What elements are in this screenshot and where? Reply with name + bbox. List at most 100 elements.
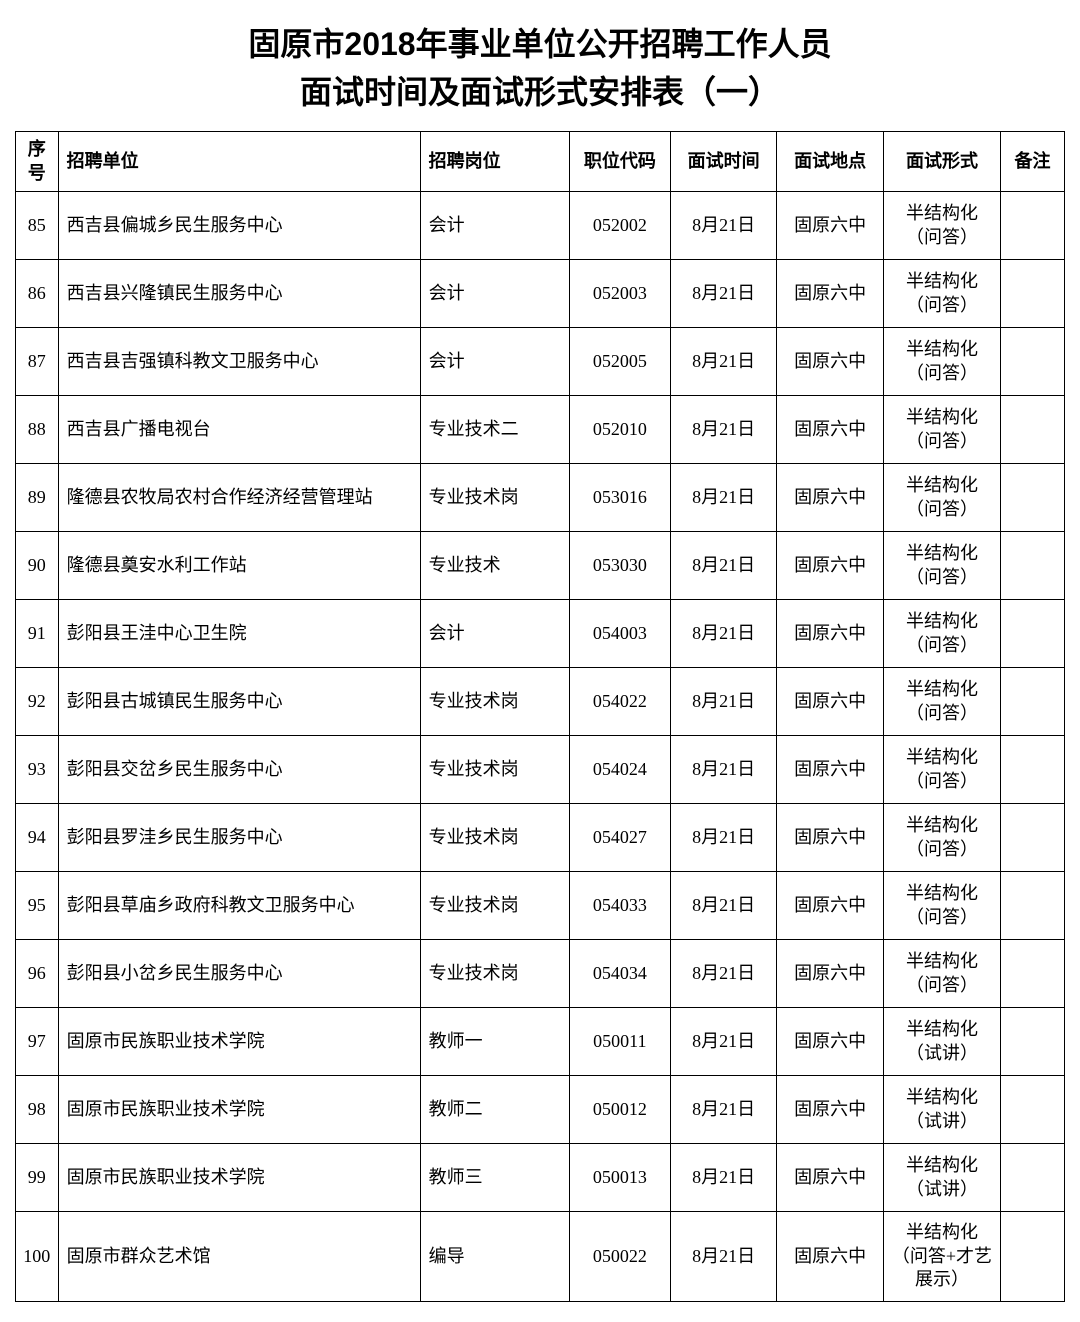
cell-code: 050022 (569, 1212, 670, 1302)
cell-remark (1001, 804, 1065, 872)
cell-time: 8月21日 (670, 600, 776, 668)
cell-seq: 95 (16, 872, 59, 940)
cell-position: 教师二 (420, 1076, 569, 1144)
cell-format: 半结构化（试讲） (883, 1144, 1000, 1212)
table-row: 97固原市民族职业技术学院教师一0500118月21日固原六中半结构化（试讲） (16, 1008, 1065, 1076)
cell-unit: 彭阳县小岔乡民生服务中心 (58, 940, 420, 1008)
cell-unit: 西吉县兴隆镇民生服务中心 (58, 260, 420, 328)
cell-position: 专业技术岗 (420, 872, 569, 940)
cell-position: 教师三 (420, 1144, 569, 1212)
cell-remark (1001, 1076, 1065, 1144)
cell-code: 052010 (569, 396, 670, 464)
cell-format: 半结构化（问答） (883, 736, 1000, 804)
cell-format: 半结构化（问答） (883, 328, 1000, 396)
cell-seq: 90 (16, 532, 59, 600)
schedule-table: 序号 招聘单位 招聘岗位 职位代码 面试时间 面试地点 面试形式 备注 85西吉… (15, 131, 1065, 1302)
cell-unit: 彭阳县古城镇民生服务中心 (58, 668, 420, 736)
table-row: 100固原市群众艺术馆编导0500228月21日固原六中半结构化（问答+才艺展示… (16, 1212, 1065, 1302)
cell-time: 8月21日 (670, 192, 776, 260)
cell-position: 会计 (420, 328, 569, 396)
cell-code: 050012 (569, 1076, 670, 1144)
cell-seq: 93 (16, 736, 59, 804)
cell-location: 固原六中 (777, 260, 883, 328)
table-row: 94彭阳县罗洼乡民生服务中心专业技术岗0540278月21日固原六中半结构化（问… (16, 804, 1065, 872)
table-row: 85西吉县偏城乡民生服务中心会计0520028月21日固原六中半结构化（问答） (16, 192, 1065, 260)
cell-position: 会计 (420, 600, 569, 668)
table-row: 96彭阳县小岔乡民生服务中心专业技术岗0540348月21日固原六中半结构化（问… (16, 940, 1065, 1008)
table-row: 92彭阳县古城镇民生服务中心专业技术岗0540228月21日固原六中半结构化（问… (16, 668, 1065, 736)
table-header-row: 序号 招聘单位 招聘岗位 职位代码 面试时间 面试地点 面试形式 备注 (16, 132, 1065, 192)
table-row: 87西吉县吉强镇科教文卫服务中心会计0520058月21日固原六中半结构化（问答… (16, 328, 1065, 396)
cell-seq: 91 (16, 600, 59, 668)
title-line-1: 固原市2018年事业单位公开招聘工作人员 (15, 20, 1065, 68)
cell-location: 固原六中 (777, 940, 883, 1008)
cell-code: 054034 (569, 940, 670, 1008)
cell-seq: 88 (16, 396, 59, 464)
cell-unit: 西吉县偏城乡民生服务中心 (58, 192, 420, 260)
cell-seq: 87 (16, 328, 59, 396)
cell-position: 专业技术 (420, 532, 569, 600)
cell-location: 固原六中 (777, 1008, 883, 1076)
cell-time: 8月21日 (670, 1144, 776, 1212)
cell-code: 053030 (569, 532, 670, 600)
cell-time: 8月21日 (670, 532, 776, 600)
cell-time: 8月21日 (670, 464, 776, 532)
cell-unit: 彭阳县草庙乡政府科教文卫服务中心 (58, 872, 420, 940)
cell-code: 054027 (569, 804, 670, 872)
cell-remark (1001, 872, 1065, 940)
cell-format: 半结构化（问答） (883, 600, 1000, 668)
header-code: 职位代码 (569, 132, 670, 192)
cell-location: 固原六中 (777, 464, 883, 532)
cell-remark (1001, 940, 1065, 1008)
cell-position: 专业技术岗 (420, 464, 569, 532)
cell-location: 固原六中 (777, 1076, 883, 1144)
cell-code: 050011 (569, 1008, 670, 1076)
cell-remark (1001, 532, 1065, 600)
cell-time: 8月21日 (670, 872, 776, 940)
cell-remark (1001, 396, 1065, 464)
cell-seq: 92 (16, 668, 59, 736)
cell-code: 052005 (569, 328, 670, 396)
cell-remark (1001, 736, 1065, 804)
cell-unit: 固原市民族职业技术学院 (58, 1008, 420, 1076)
cell-location: 固原六中 (777, 396, 883, 464)
cell-position: 编导 (420, 1212, 569, 1302)
cell-code: 054022 (569, 668, 670, 736)
cell-format: 半结构化（问答） (883, 872, 1000, 940)
cell-location: 固原六中 (777, 872, 883, 940)
cell-location: 固原六中 (777, 328, 883, 396)
cell-unit: 彭阳县交岔乡民生服务中心 (58, 736, 420, 804)
cell-code: 054003 (569, 600, 670, 668)
header-location: 面试地点 (777, 132, 883, 192)
cell-position: 专业技术岗 (420, 940, 569, 1008)
cell-seq: 94 (16, 804, 59, 872)
cell-location: 固原六中 (777, 1144, 883, 1212)
table-body: 85西吉县偏城乡民生服务中心会计0520028月21日固原六中半结构化（问答）8… (16, 192, 1065, 1302)
cell-format: 半结构化（问答+才艺展示） (883, 1212, 1000, 1302)
cell-code: 052003 (569, 260, 670, 328)
table-row: 99固原市民族职业技术学院教师三0500138月21日固原六中半结构化（试讲） (16, 1144, 1065, 1212)
cell-time: 8月21日 (670, 1212, 776, 1302)
cell-code: 050013 (569, 1144, 670, 1212)
cell-time: 8月21日 (670, 668, 776, 736)
cell-unit: 固原市民族职业技术学院 (58, 1076, 420, 1144)
cell-format: 半结构化（问答） (883, 192, 1000, 260)
cell-remark (1001, 1008, 1065, 1076)
cell-time: 8月21日 (670, 260, 776, 328)
header-remark: 备注 (1001, 132, 1065, 192)
cell-code: 053016 (569, 464, 670, 532)
cell-remark (1001, 328, 1065, 396)
cell-code: 054033 (569, 872, 670, 940)
cell-seq: 99 (16, 1144, 59, 1212)
table-row: 86西吉县兴隆镇民生服务中心会计0520038月21日固原六中半结构化（问答） (16, 260, 1065, 328)
cell-time: 8月21日 (670, 1008, 776, 1076)
cell-seq: 97 (16, 1008, 59, 1076)
cell-seq: 89 (16, 464, 59, 532)
cell-remark (1001, 1212, 1065, 1302)
cell-position: 专业技术岗 (420, 804, 569, 872)
cell-location: 固原六中 (777, 804, 883, 872)
header-time: 面试时间 (670, 132, 776, 192)
cell-seq: 86 (16, 260, 59, 328)
cell-remark (1001, 668, 1065, 736)
cell-position: 专业技术岗 (420, 668, 569, 736)
